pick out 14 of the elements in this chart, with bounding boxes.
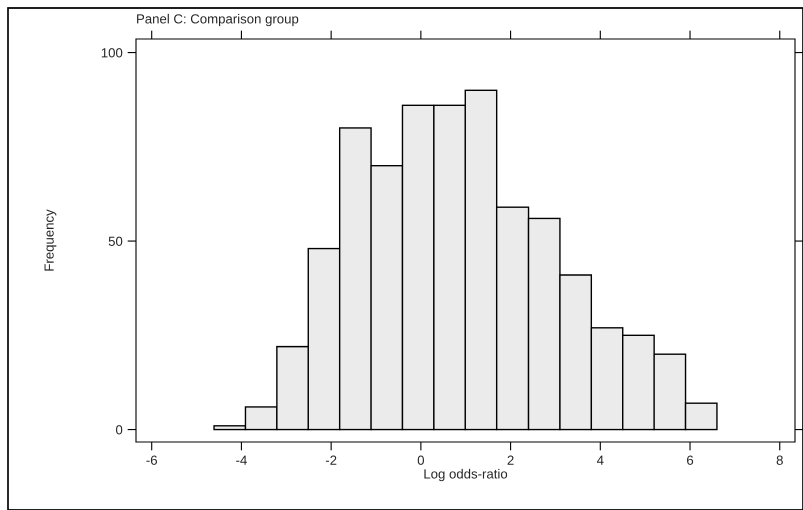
x-tick-label: 8 — [776, 456, 783, 465]
chart-title: Panel C: Comparison group — [137, 14, 298, 26]
y-tick-label: 50 — [108, 236, 122, 246]
x-tick-label: 4 — [596, 456, 604, 465]
y-axis-title: Frequency — [44, 209, 56, 271]
x-tick-label: 6 — [687, 456, 694, 465]
x-tick-label: 2 — [508, 456, 514, 465]
x-tick-label: -4 — [236, 456, 247, 465]
y-tick-label: 100 — [102, 48, 122, 58]
x-tick-label: 0 — [418, 456, 424, 465]
y-tick-label: 0 — [116, 425, 122, 434]
x-tick-label: -6 — [146, 456, 157, 465]
x-tick-label: -2 — [326, 456, 336, 465]
x-axis-title: Log odds-ratio — [424, 468, 508, 482]
